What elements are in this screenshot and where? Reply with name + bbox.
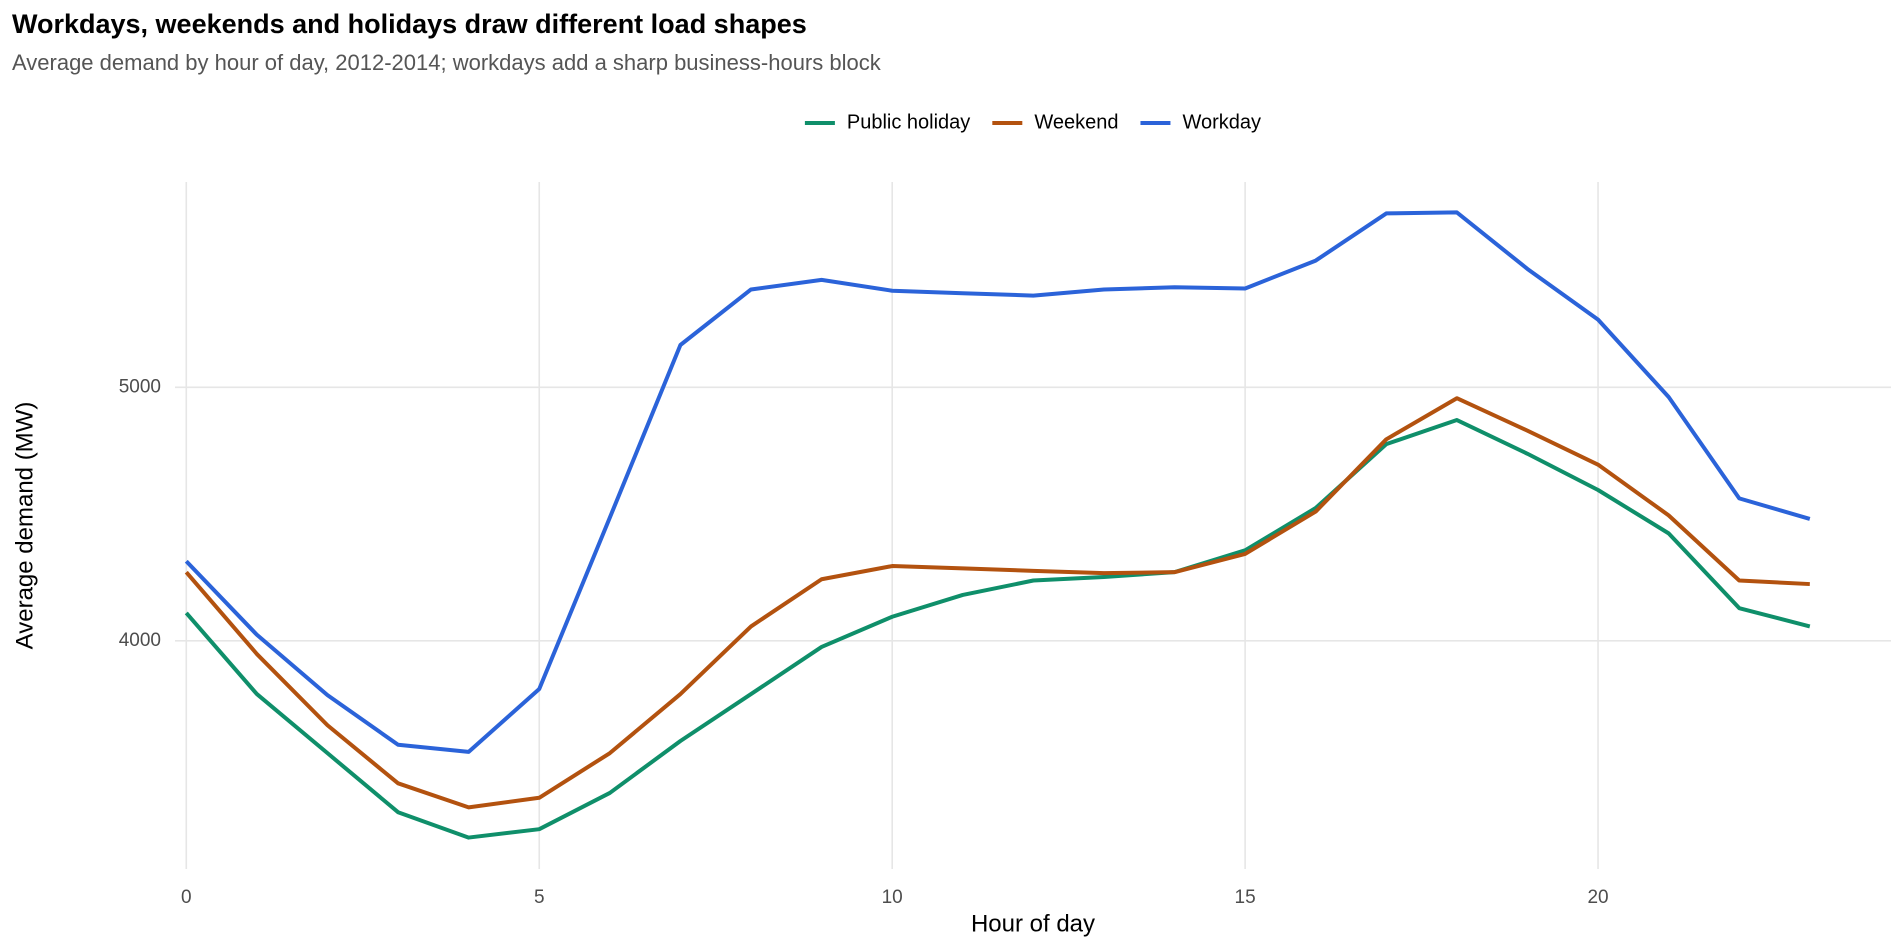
- chart-subtitle: Average demand by hour of day, 2012-2014…: [12, 50, 882, 75]
- legend: Public holiday Weekend Workday: [804, 111, 1261, 133]
- legend-label: Weekend: [1034, 111, 1118, 133]
- x-tick-label: 5: [534, 887, 545, 908]
- series-line: [184, 396, 1810, 810]
- x-tick-label: 0: [181, 887, 192, 908]
- series-line: [184, 210, 1811, 754]
- x-tick-label: 15: [1235, 887, 1256, 908]
- legend-label: Public holiday: [847, 111, 970, 133]
- x-axis-title: Hour of day: [971, 910, 1095, 937]
- series-line: [184, 418, 1811, 840]
- x-tick-label: 20: [1587, 887, 1608, 908]
- legend-label: Workday: [1182, 111, 1261, 133]
- chart-title: Workdays, weekends and holidays draw dif…: [12, 9, 807, 39]
- x-tick-label: 10: [882, 887, 903, 908]
- y-axis-title: Average demand (MW): [11, 402, 38, 650]
- y-tick-label: 4000: [119, 630, 161, 651]
- y-tick-label: 5000: [119, 376, 161, 397]
